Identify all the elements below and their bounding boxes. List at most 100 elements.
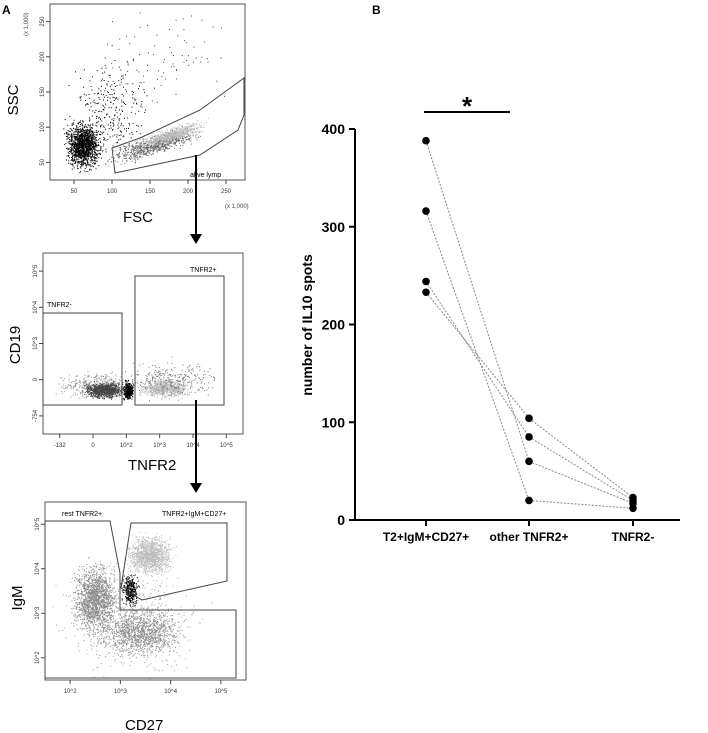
event-dot	[175, 78, 177, 80]
event-dot	[106, 395, 107, 397]
event-dot	[115, 150, 117, 152]
event-dot	[162, 133, 164, 135]
event-dot	[130, 137, 132, 139]
event-dot	[76, 148, 78, 150]
event-dot	[145, 145, 147, 147]
event-dot	[141, 101, 143, 102]
event-dot	[101, 133, 103, 135]
event-dot	[106, 84, 108, 86]
event-dot	[81, 137, 82, 139]
event-dot	[88, 130, 90, 132]
event-dot	[96, 155, 98, 157]
event-dot	[97, 120, 99, 122]
event-dot	[84, 139, 86, 141]
event-dot	[95, 390, 97, 392]
event-dot	[85, 396, 87, 398]
event-dot	[127, 395, 129, 397]
event-dot	[95, 140, 97, 142]
event-dot	[112, 388, 114, 390]
event-dot	[85, 153, 87, 155]
event-dot	[80, 150, 82, 152]
event-dot	[105, 377, 107, 379]
event-dot	[109, 396, 111, 398]
event-dot	[80, 393, 82, 395]
event-dot	[118, 395, 120, 397]
event-dot	[174, 134, 176, 136]
event-dot	[169, 132, 171, 134]
event-dot	[183, 133, 185, 135]
event-dot	[117, 161, 119, 163]
event-dot	[115, 383, 117, 385]
event-dot	[114, 160, 116, 162]
event-dot	[176, 135, 178, 137]
event-dot	[105, 139, 107, 141]
event-dot	[100, 375, 102, 377]
event-dot	[179, 140, 180, 141]
event-dot	[176, 132, 178, 134]
event-dot	[74, 143, 76, 144]
event-dot	[201, 19, 203, 21]
event-dot	[110, 384, 112, 386]
event-dot	[151, 137, 153, 139]
event-dot	[80, 151, 82, 153]
event-dot	[111, 378, 113, 380]
event-dot	[87, 129, 89, 131]
event-dot	[84, 124, 86, 126]
event-dot	[119, 390, 121, 392]
event-dot	[203, 126, 205, 128]
event-dot	[89, 153, 91, 155]
event-dot	[117, 141, 119, 143]
event-dot	[83, 93, 85, 95]
event-dot	[172, 133, 174, 135]
event-dot	[131, 160, 133, 162]
event-dot	[190, 125, 192, 127]
event-dot	[83, 132, 85, 134]
event-dot	[156, 101, 158, 103]
event-dot	[66, 138, 68, 140]
event-dot	[122, 160, 123, 162]
event-dot	[161, 141, 163, 143]
event-dot	[136, 102, 138, 104]
event-dot	[127, 391, 129, 393]
event-dot	[76, 380, 78, 382]
event-dot	[123, 150, 124, 152]
event-dot	[77, 141, 79, 142]
event-dot	[162, 136, 164, 138]
event-dot	[89, 169, 90, 171]
event-dot	[103, 389, 105, 391]
event-dot	[162, 143, 164, 145]
event-dot	[139, 12, 141, 14]
event-dot	[84, 153, 86, 155]
event-dot	[96, 380, 98, 382]
event-dot	[192, 131, 194, 133]
event-dot	[99, 391, 101, 393]
event-dot	[161, 134, 163, 136]
event-dot	[108, 380, 110, 382]
event-dot	[97, 384, 99, 386]
event-dot	[126, 160, 128, 162]
event-dot	[103, 392, 105, 394]
event-dot	[167, 144, 169, 146]
event-dot	[97, 144, 99, 146]
event-dot	[93, 157, 95, 159]
event-dot	[165, 144, 167, 146]
event-dot	[128, 395, 130, 397]
event-dot	[86, 147, 88, 149]
event-dot	[154, 45, 156, 47]
event-dot	[188, 122, 190, 124]
event-dot	[125, 379, 126, 381]
event-dot	[182, 390, 184, 392]
event-dot	[126, 384, 128, 386]
event-dot	[73, 160, 75, 162]
event-dot	[179, 142, 180, 144]
y-tick-label: 250	[40, 16, 46, 27]
event-dot	[121, 101, 123, 103]
event-dot	[105, 382, 107, 384]
event-dot	[81, 391, 83, 393]
event-dot	[103, 139, 105, 141]
event-dot	[86, 103, 88, 105]
event-dot	[90, 106, 92, 108]
event-dot	[92, 153, 94, 155]
event-dot	[123, 135, 125, 137]
event-dot	[80, 164, 82, 165]
